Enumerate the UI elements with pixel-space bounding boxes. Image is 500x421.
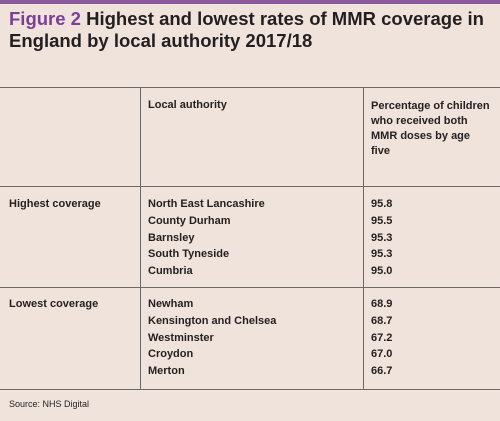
figure-title: Figure 2 Highest and lowest rates of MMR… <box>9 8 493 52</box>
group-divider-rule <box>0 287 500 288</box>
figure-title-text: Highest and lowest rates of MMR coverage… <box>9 8 484 51</box>
figure-label: Figure 2 <box>9 8 81 29</box>
header-local-authority: Local authority <box>148 99 227 111</box>
authority-cell: Westminster <box>148 331 214 344</box>
value-cell: 95.5 <box>371 214 393 227</box>
authority-cell: County Durham <box>148 214 231 227</box>
column-divider-1 <box>140 87 141 389</box>
value-cell: 95.3 <box>371 231 393 244</box>
value-cell: 95.3 <box>371 248 393 261</box>
value-cell: 67.2 <box>371 331 393 344</box>
authority-cell: Barnsley <box>148 231 195 244</box>
top-accent-bar <box>0 0 500 4</box>
authority-cell: Cumbria <box>148 265 193 278</box>
table-top-rule <box>0 87 500 88</box>
group-label-highest: Highest coverage <box>9 198 101 210</box>
value-cell: 95.8 <box>371 198 393 210</box>
authority-list-lowest: Newham Kensington and Chelsea Westminste… <box>148 296 276 380</box>
table-bottom-rule <box>0 389 500 390</box>
value-list-lowest: 68.9 68.7 67.2 67.0 66.7 <box>371 296 392 380</box>
column-divider-2 <box>363 87 364 389</box>
authority-cell: Kensington and Chelsea <box>148 314 277 327</box>
authority-cell: Newham <box>148 298 194 310</box>
authority-cell: South Tyneside <box>148 248 230 261</box>
header-percentage: Percentage of children who received both… <box>371 100 490 157</box>
authority-cell: Merton <box>148 365 185 378</box>
authority-cell: Croydon <box>148 348 194 361</box>
value-cell: 66.7 <box>371 365 393 378</box>
value-cell: 67.0 <box>371 348 393 361</box>
authority-list-highest: North East Lancashire County Durham Barn… <box>148 196 265 280</box>
value-list-highest: 95.8 95.5 95.3 95.3 95.0 <box>371 196 392 280</box>
authority-cell: North East Lancashire <box>148 198 265 210</box>
value-cell: 68.7 <box>371 314 393 327</box>
value-cell: 95.0 <box>371 265 393 278</box>
header-divider-rule <box>0 186 500 187</box>
source-note: Source: NHS Digital <box>9 399 90 409</box>
value-cell: 68.9 <box>371 298 393 310</box>
group-label-lowest: Lowest coverage <box>9 298 99 310</box>
